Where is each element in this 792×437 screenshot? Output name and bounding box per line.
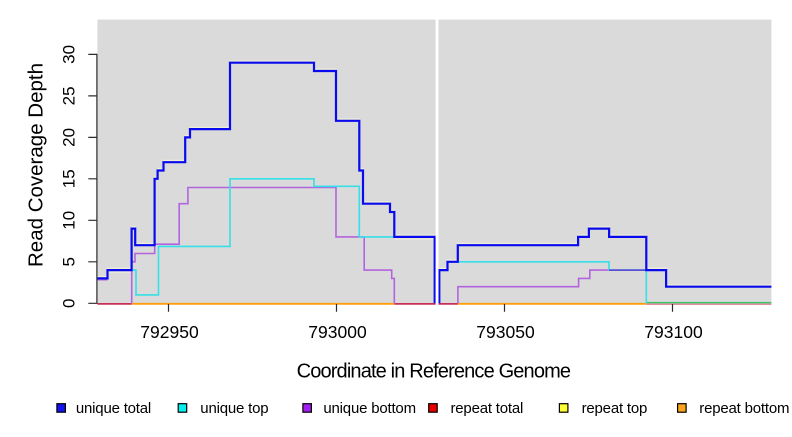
svg-text:repeat top: repeat top bbox=[582, 400, 648, 417]
svg-text:repeat bottom: repeat bottom bbox=[699, 400, 789, 417]
svg-text:30: 30 bbox=[60, 45, 79, 64]
svg-text:Read Coverage Depth: Read Coverage Depth bbox=[25, 63, 48, 267]
svg-text:unique bottom: unique bottom bbox=[323, 400, 415, 417]
svg-text:unique top: unique top bbox=[200, 400, 268, 417]
svg-text:repeat total: repeat total bbox=[451, 400, 524, 417]
svg-text:793100: 793100 bbox=[644, 322, 703, 342]
svg-text:Coordinate in Reference Genome: Coordinate in Reference Genome bbox=[297, 361, 571, 383]
svg-text:792950: 792950 bbox=[140, 322, 199, 342]
svg-text:793050: 793050 bbox=[476, 322, 535, 342]
svg-text:20: 20 bbox=[60, 128, 79, 147]
svg-text:10: 10 bbox=[60, 211, 79, 230]
svg-text:15: 15 bbox=[60, 169, 79, 188]
svg-text:0: 0 bbox=[60, 299, 79, 308]
svg-text:unique total: unique total bbox=[76, 400, 151, 417]
svg-text:793000: 793000 bbox=[308, 322, 367, 342]
svg-text:25: 25 bbox=[60, 86, 79, 105]
svg-text:5: 5 bbox=[60, 257, 79, 266]
